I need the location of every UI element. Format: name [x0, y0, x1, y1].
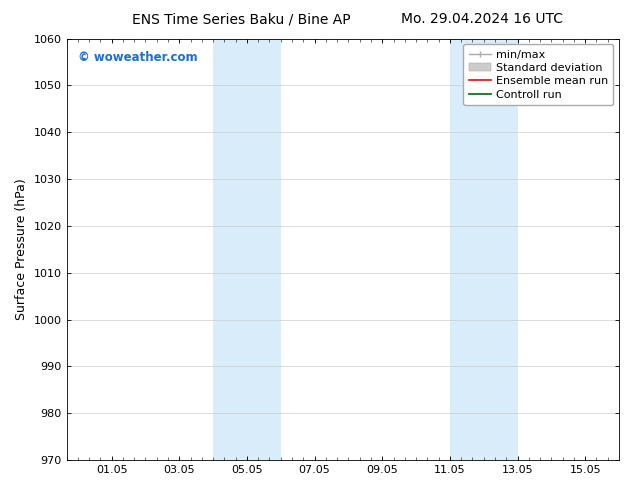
- Legend: min/max, Standard deviation, Ensemble mean run, Controll run: min/max, Standard deviation, Ensemble me…: [463, 44, 614, 105]
- Text: ENS Time Series Baku / Bine AP: ENS Time Series Baku / Bine AP: [132, 12, 350, 26]
- Text: © woweather.com: © woweather.com: [77, 51, 197, 64]
- Y-axis label: Surface Pressure (hPa): Surface Pressure (hPa): [15, 178, 28, 320]
- Bar: [213, 39, 236, 460]
- Bar: [236, 39, 281, 460]
- Bar: [472, 39, 517, 460]
- Bar: [450, 39, 472, 460]
- Text: Mo. 29.04.2024 16 UTC: Mo. 29.04.2024 16 UTC: [401, 12, 563, 26]
